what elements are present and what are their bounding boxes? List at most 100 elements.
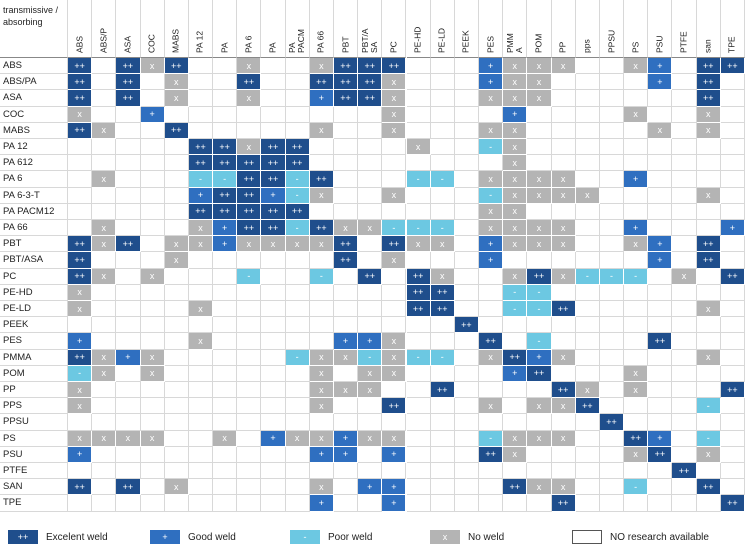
empty-cell xyxy=(479,106,504,123)
empty-cell xyxy=(575,155,600,172)
empty-cell xyxy=(575,495,600,512)
empty-cell xyxy=(672,284,697,301)
empty-cell xyxy=(237,284,262,301)
empty-cell xyxy=(116,268,141,285)
weld-cell: x xyxy=(358,220,383,237)
empty-cell xyxy=(333,317,359,334)
empty-cell xyxy=(261,90,286,107)
empty-cell xyxy=(551,414,576,431)
empty-cell xyxy=(430,139,455,156)
empty-cell xyxy=(696,268,721,285)
empty-cell xyxy=(213,268,238,285)
empty-cell xyxy=(237,446,262,463)
column-header: TPE xyxy=(720,0,745,58)
weld-cell: ++ xyxy=(503,479,528,496)
empty-cell xyxy=(309,252,334,269)
empty-cell xyxy=(454,90,480,107)
empty-cell xyxy=(696,495,721,512)
column-header: POM xyxy=(527,0,552,58)
empty-cell xyxy=(164,106,189,123)
weld-cell: x xyxy=(309,382,334,399)
weld-cell: x xyxy=(551,398,576,415)
empty-cell xyxy=(140,495,165,512)
empty-cell xyxy=(479,479,504,496)
weld-cell: x xyxy=(237,139,262,156)
weld-cell: + xyxy=(261,187,286,204)
weld-cell: ++ xyxy=(116,236,141,253)
row-label: PE-LD xyxy=(0,301,68,318)
weld-cell: x xyxy=(92,268,117,285)
column-header: PA xyxy=(261,0,286,58)
empty-cell xyxy=(551,90,576,107)
empty-cell xyxy=(92,382,117,399)
column-header: PA 66 xyxy=(309,0,334,58)
empty-cell xyxy=(648,398,673,415)
empty-cell xyxy=(599,398,625,415)
empty-cell xyxy=(116,301,141,318)
weld-cell: ++ xyxy=(406,284,431,301)
empty-cell xyxy=(68,463,93,480)
weld-cell: ++ xyxy=(164,122,189,139)
weld-cell: x xyxy=(382,90,407,107)
empty-cell xyxy=(406,398,431,415)
row-label: SAN xyxy=(0,479,68,496)
legend-label: Excelent weld xyxy=(46,531,108,543)
empty-cell xyxy=(164,155,189,172)
empty-cell xyxy=(454,365,480,382)
empty-cell xyxy=(213,333,238,350)
weld-cell: x xyxy=(68,284,93,301)
empty-cell xyxy=(92,301,117,318)
empty-cell xyxy=(575,203,600,220)
empty-cell xyxy=(92,479,117,496)
empty-cell xyxy=(164,268,189,285)
empty-cell xyxy=(624,74,649,91)
empty-cell xyxy=(382,414,407,431)
empty-cell xyxy=(261,106,286,123)
empty-cell xyxy=(285,106,310,123)
weld-cell: + xyxy=(648,430,673,447)
empty-cell xyxy=(406,479,431,496)
empty-cell xyxy=(672,349,697,366)
empty-cell xyxy=(696,203,721,220)
row-label: PA 6 xyxy=(0,171,68,188)
empty-cell xyxy=(285,284,310,301)
empty-cell xyxy=(309,284,334,301)
empty-cell xyxy=(624,333,649,350)
weld-cell: ++ xyxy=(672,463,697,480)
empty-cell xyxy=(624,414,649,431)
empty-cell xyxy=(237,430,262,447)
empty-cell xyxy=(430,203,455,220)
legend-item: ++ Excelent weld xyxy=(8,530,108,544)
weld-cell: ++ xyxy=(237,220,262,237)
empty-cell xyxy=(454,236,480,253)
weld-cell: ++ xyxy=(237,187,262,204)
weld-cell: ++ xyxy=(164,58,189,75)
weld-cell: x xyxy=(696,446,721,463)
empty-cell xyxy=(140,252,165,269)
empty-cell xyxy=(430,90,455,107)
weld-cell: ++ xyxy=(237,74,262,91)
empty-cell xyxy=(92,414,117,431)
weld-cell: - xyxy=(624,479,649,496)
weld-cell: ++ xyxy=(720,268,745,285)
weld-cell: - xyxy=(285,171,310,188)
empty-cell xyxy=(285,301,310,318)
empty-cell xyxy=(358,301,383,318)
legend-label: No weld xyxy=(468,531,505,543)
empty-cell xyxy=(188,74,214,91)
empty-cell xyxy=(68,414,93,431)
column-header: PBT xyxy=(333,0,359,58)
empty-cell xyxy=(140,317,165,334)
row-label: PES xyxy=(0,333,68,350)
empty-cell xyxy=(624,122,649,139)
weld-cell: x xyxy=(527,74,552,91)
weld-cell: x xyxy=(503,155,528,172)
empty-cell xyxy=(213,317,238,334)
weld-cell: - xyxy=(696,430,721,447)
empty-cell xyxy=(599,122,625,139)
weld-cell: x xyxy=(551,187,576,204)
weld-cell: x xyxy=(92,171,117,188)
empty-cell xyxy=(309,139,334,156)
weld-cell: ++ xyxy=(213,139,238,156)
weld-cell: - xyxy=(213,171,238,188)
